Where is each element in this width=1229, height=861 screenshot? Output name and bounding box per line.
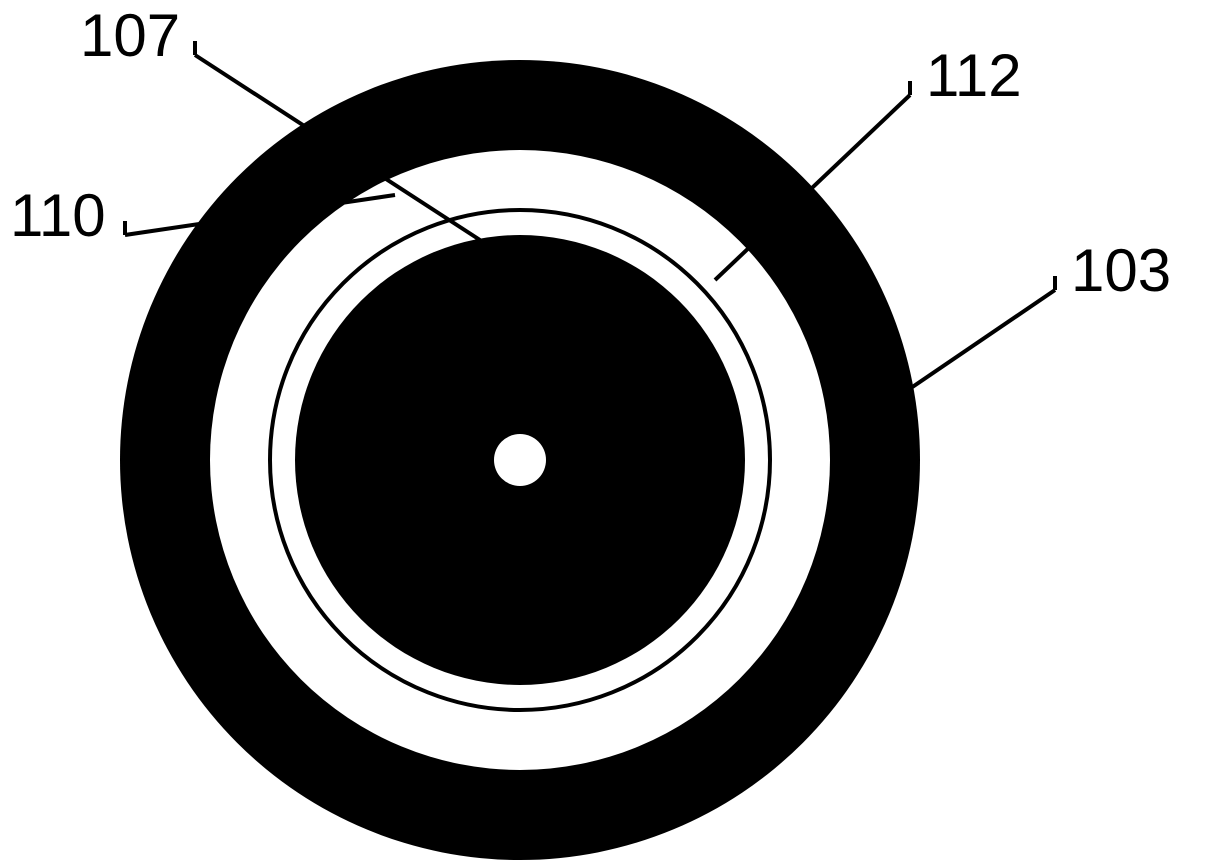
leader-103: [908, 276, 1055, 390]
label-103: 103: [1071, 237, 1171, 304]
center-hole: [494, 434, 546, 486]
concentric-diagram: [120, 60, 920, 860]
label-112: 112: [926, 42, 1022, 109]
leader-103-seg1: [908, 290, 1055, 390]
label-110: 110: [10, 182, 106, 249]
label-107: 107: [80, 2, 180, 69]
